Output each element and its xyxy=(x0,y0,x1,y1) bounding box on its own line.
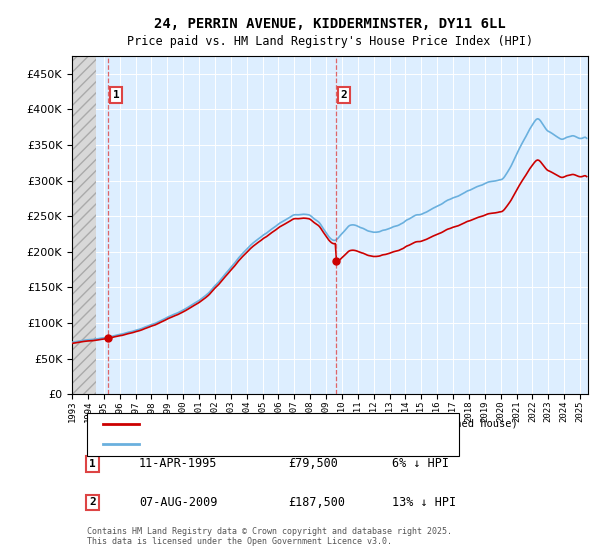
Text: 11-APR-1995: 11-APR-1995 xyxy=(139,458,217,470)
Text: £79,500: £79,500 xyxy=(289,458,338,470)
Text: Price paid vs. HM Land Registry's House Price Index (HPI): Price paid vs. HM Land Registry's House … xyxy=(127,35,533,48)
Text: 24, PERRIN AVENUE, KIDDERMINSTER, DY11 6LL (detached house): 24, PERRIN AVENUE, KIDDERMINSTER, DY11 6… xyxy=(149,418,518,428)
Text: 07-AUG-2009: 07-AUG-2009 xyxy=(139,496,217,509)
Text: 2: 2 xyxy=(89,497,96,507)
Text: 1: 1 xyxy=(113,90,119,100)
Text: 2: 2 xyxy=(340,90,347,100)
Text: 6% ↓ HPI: 6% ↓ HPI xyxy=(392,458,449,470)
Text: Contains HM Land Registry data © Crown copyright and database right 2025.
This d: Contains HM Land Registry data © Crown c… xyxy=(88,527,452,546)
Text: £187,500: £187,500 xyxy=(289,496,346,509)
Text: HPI: Average price, detached house, Wyre Forest: HPI: Average price, detached house, Wyre… xyxy=(149,438,443,449)
FancyBboxPatch shape xyxy=(88,413,459,456)
Text: 1: 1 xyxy=(89,459,96,469)
Text: 13% ↓ HPI: 13% ↓ HPI xyxy=(392,496,456,509)
Text: 24, PERRIN AVENUE, KIDDERMINSTER, DY11 6LL: 24, PERRIN AVENUE, KIDDERMINSTER, DY11 6… xyxy=(154,17,506,31)
Bar xyxy=(72,56,96,394)
